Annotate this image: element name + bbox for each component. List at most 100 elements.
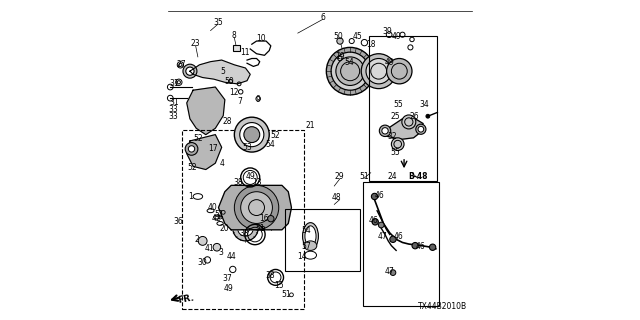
Text: 45: 45: [353, 32, 362, 41]
Text: 53: 53: [243, 143, 253, 152]
Polygon shape: [190, 60, 250, 84]
Text: 51: 51: [255, 224, 265, 233]
FancyBboxPatch shape: [233, 45, 240, 51]
Text: 4: 4: [220, 159, 225, 168]
Text: 52: 52: [193, 134, 203, 143]
Text: 35: 35: [213, 18, 223, 27]
Text: 8: 8: [232, 31, 237, 40]
Circle shape: [198, 236, 207, 245]
Circle shape: [188, 146, 195, 152]
Text: 42: 42: [211, 214, 221, 223]
Circle shape: [380, 125, 391, 137]
Text: TX44B2010B: TX44B2010B: [419, 302, 467, 311]
Circle shape: [366, 59, 392, 84]
Text: 40: 40: [208, 203, 218, 212]
Text: 3: 3: [219, 248, 223, 257]
Text: 33: 33: [168, 112, 179, 121]
Circle shape: [372, 219, 378, 225]
Text: 21: 21: [305, 121, 315, 130]
Text: 46: 46: [369, 216, 378, 225]
Text: B-48: B-48: [408, 172, 428, 181]
Text: 13: 13: [252, 178, 262, 187]
Text: 49: 49: [392, 32, 402, 41]
Circle shape: [331, 52, 369, 90]
Circle shape: [233, 215, 258, 241]
Text: 55: 55: [394, 100, 404, 109]
Text: 48: 48: [332, 193, 341, 202]
Text: 31: 31: [169, 99, 179, 108]
Text: 44: 44: [227, 252, 237, 261]
Polygon shape: [187, 87, 225, 135]
Circle shape: [326, 47, 374, 95]
Text: 2: 2: [195, 236, 199, 244]
Circle shape: [429, 244, 436, 251]
Circle shape: [390, 270, 396, 276]
Circle shape: [402, 115, 416, 129]
Text: 50: 50: [225, 77, 234, 86]
Text: 57: 57: [302, 242, 312, 251]
Text: 38: 38: [265, 271, 275, 280]
Text: 50: 50: [333, 32, 343, 41]
Polygon shape: [187, 135, 221, 170]
Text: 39: 39: [382, 27, 392, 36]
Circle shape: [186, 67, 194, 75]
Circle shape: [213, 244, 221, 251]
Text: 46: 46: [375, 191, 385, 200]
Text: 10: 10: [257, 34, 266, 43]
Text: 23: 23: [191, 39, 200, 48]
Circle shape: [183, 64, 197, 78]
Text: 29: 29: [335, 172, 344, 181]
Text: 24: 24: [387, 172, 397, 181]
Circle shape: [418, 126, 424, 132]
Text: 30: 30: [197, 258, 207, 267]
Text: 17: 17: [208, 144, 218, 153]
Ellipse shape: [305, 226, 316, 246]
Circle shape: [234, 185, 279, 230]
Text: 38: 38: [234, 178, 243, 187]
Ellipse shape: [304, 241, 317, 251]
Text: 18: 18: [367, 40, 376, 49]
Circle shape: [244, 127, 260, 142]
Text: 1: 1: [188, 192, 193, 201]
Text: 6: 6: [320, 13, 325, 22]
Circle shape: [390, 236, 396, 243]
Text: 52: 52: [187, 164, 196, 172]
Circle shape: [336, 57, 364, 85]
Text: 26: 26: [410, 112, 419, 121]
Text: 47: 47: [378, 232, 388, 241]
Text: 54: 54: [302, 226, 312, 235]
Circle shape: [234, 117, 269, 152]
Text: FR.: FR.: [177, 294, 195, 306]
Circle shape: [361, 54, 396, 89]
Text: 28: 28: [223, 117, 232, 126]
Text: 15: 15: [275, 281, 284, 290]
Text: 51: 51: [214, 210, 224, 219]
Circle shape: [387, 59, 412, 84]
Text: 38: 38: [240, 229, 250, 238]
Text: 49: 49: [384, 58, 394, 67]
Text: 33: 33: [168, 105, 179, 114]
Text: 14: 14: [297, 252, 307, 261]
Text: 54: 54: [265, 140, 275, 149]
Circle shape: [392, 138, 404, 150]
Text: 52: 52: [270, 131, 280, 140]
Text: 49: 49: [246, 172, 256, 181]
Text: 36: 36: [173, 217, 183, 226]
Text: 46: 46: [416, 242, 426, 251]
Text: 37: 37: [223, 274, 232, 283]
Circle shape: [378, 222, 384, 228]
Text: 47: 47: [384, 267, 394, 276]
Text: 7: 7: [237, 97, 243, 106]
Circle shape: [237, 220, 253, 236]
Text: 16: 16: [259, 214, 268, 223]
Text: 31: 31: [169, 79, 179, 88]
Ellipse shape: [303, 223, 319, 250]
Circle shape: [412, 243, 419, 249]
Polygon shape: [218, 185, 291, 230]
Text: 11: 11: [241, 48, 250, 57]
Circle shape: [416, 124, 426, 134]
Circle shape: [241, 192, 273, 223]
Circle shape: [240, 123, 264, 147]
Circle shape: [337, 38, 343, 44]
Circle shape: [371, 193, 378, 200]
